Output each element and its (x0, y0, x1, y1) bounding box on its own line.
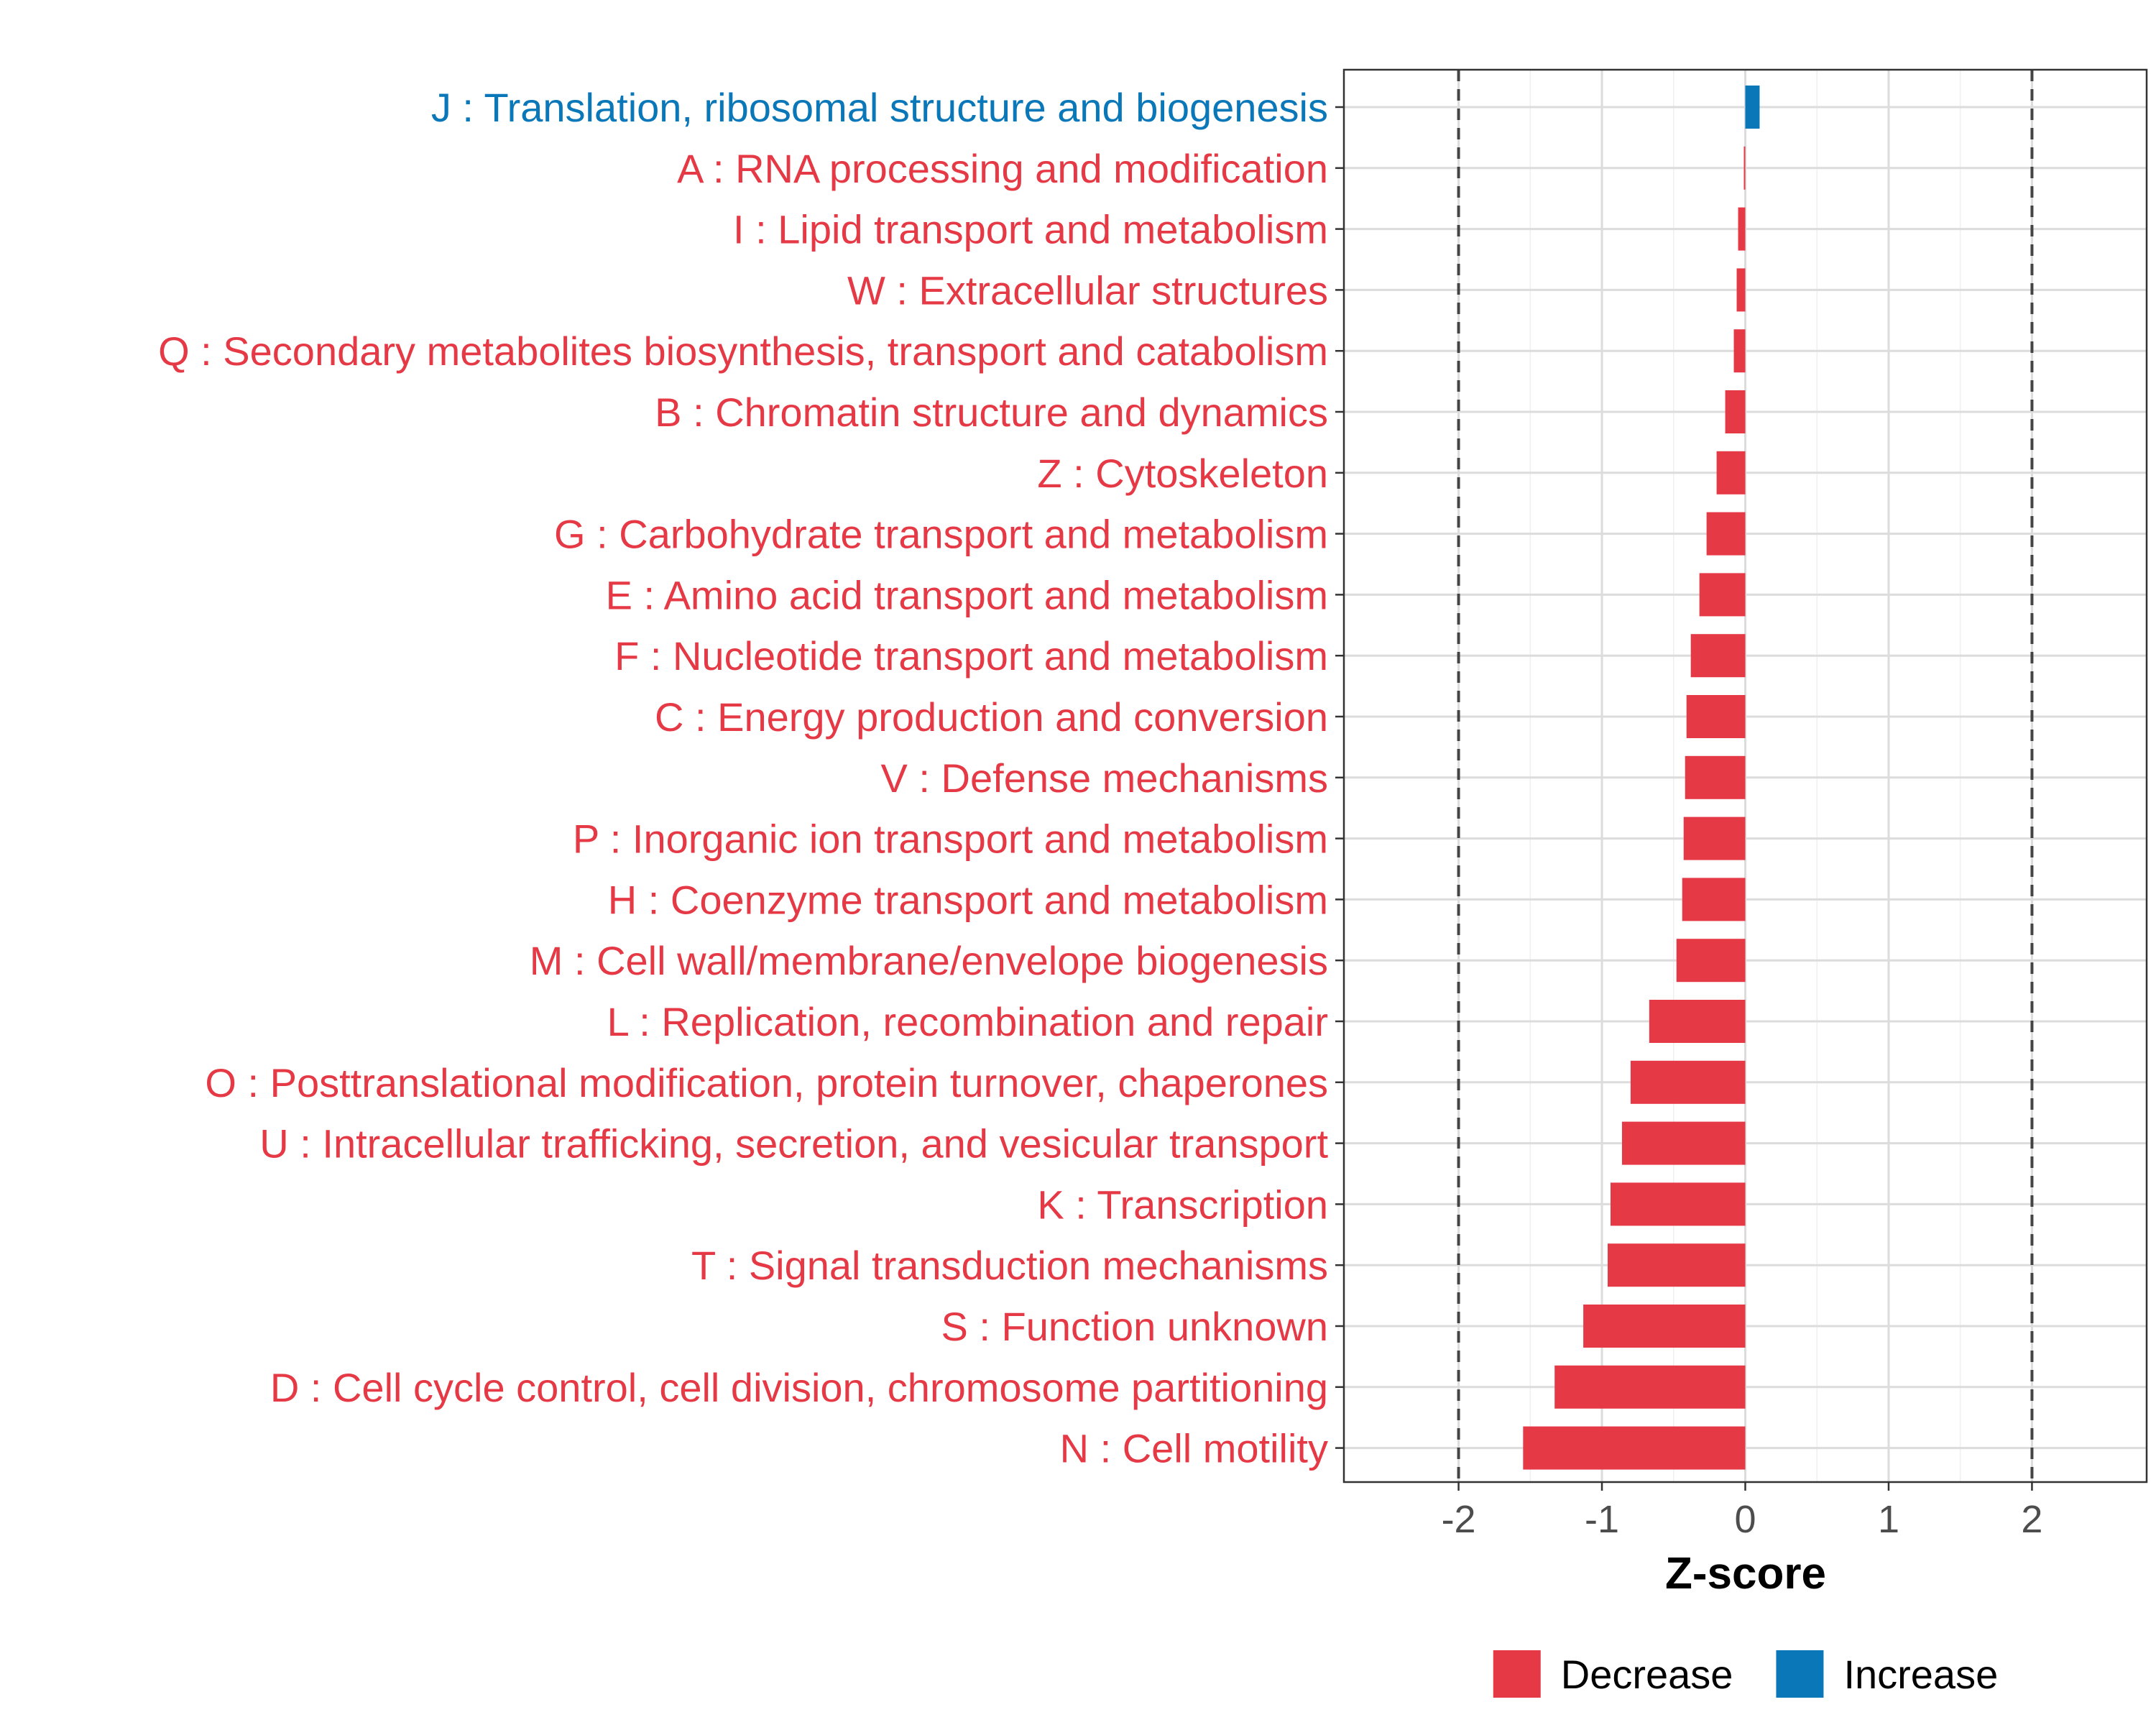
legend-label: Increase (1843, 1652, 1998, 1697)
bar (1725, 390, 1746, 433)
category-label: F : Nucleotide transport and metabolism (614, 633, 1328, 678)
x-tick-label: -1 (1585, 1498, 1619, 1541)
bar (1686, 695, 1746, 738)
bar (1554, 1365, 1746, 1409)
legend: Decrease Increase (1493, 1650, 1998, 1698)
x-axis-title: Z-score (1665, 1549, 1826, 1598)
x-tick-label: 1 (1878, 1498, 1899, 1541)
category-label: L : Replication, recombination and repai… (607, 999, 1328, 1044)
category-label: T : Signal transduction mechanisms (691, 1243, 1328, 1288)
bar (1676, 939, 1746, 983)
category-label: A : RNA processing and modification (677, 146, 1328, 191)
bar (1621, 1121, 1746, 1165)
bar (1738, 207, 1746, 251)
category-label: G : Carbohydrate transport and metabolis… (554, 512, 1328, 557)
reference-lines (1457, 70, 2034, 1482)
category-label: B : Chromatin structure and dynamics (655, 390, 1328, 435)
category-label: E : Amino acid transport and metabolism (606, 572, 1328, 617)
bar (1685, 755, 1746, 799)
bar (1608, 1243, 1746, 1287)
category-label: W : Extracellular structures (847, 267, 1328, 313)
y-axis-ticks (1335, 106, 1344, 1449)
bar (1743, 146, 1746, 190)
bars (1523, 86, 1760, 1470)
legend-swatch (1493, 1650, 1541, 1698)
bar (1583, 1305, 1746, 1348)
category-label: U : Intracellular trafficking, secretion… (259, 1121, 1328, 1167)
category-label: I : Lipid transport and metabolism (733, 207, 1328, 252)
category-label: V : Defense mechanisms (881, 755, 1328, 801)
category-label: N : Cell motility (1060, 1426, 1328, 1471)
category-label: O : Posttranslational modification, prot… (205, 1060, 1328, 1105)
category-label: K : Transcription (1037, 1182, 1328, 1227)
category-label: P : Inorganic ion transport and metaboli… (573, 816, 1328, 862)
category-label: Z : Cytoskeleton (1037, 451, 1328, 496)
bar (1733, 329, 1746, 373)
legend-label: Decrease (1561, 1652, 1733, 1697)
category-label: M : Cell wall/membrane/envelope biogenes… (530, 938, 1328, 983)
bar (1736, 268, 1746, 312)
bar (1682, 878, 1746, 921)
bar (1716, 451, 1746, 494)
bar (1683, 816, 1746, 860)
x-tick-label: 2 (2021, 1498, 2042, 1541)
x-tick-label: -2 (1442, 1498, 1476, 1541)
bar (1745, 86, 1760, 129)
x-tick-label: 0 (1734, 1498, 1756, 1541)
category-label: H : Coenzyme transport and metabolism (608, 877, 1328, 922)
bar (1690, 634, 1746, 678)
x-axis-ticks: -2 -1 0 1 2 (1442, 1482, 2042, 1541)
category-label: S : Function unknown (941, 1304, 1328, 1349)
bar (1523, 1426, 1746, 1470)
bar (1630, 1060, 1746, 1104)
bar (1699, 573, 1746, 617)
category-label: C : Energy production and conversion (655, 694, 1328, 740)
bar (1611, 1182, 1746, 1226)
bar (1706, 512, 1746, 556)
category-label: Q : Secondary metabolites biosynthesis, … (158, 328, 1328, 374)
category-labels: J : Translation, ribosomal structure and… (158, 85, 1328, 1471)
legend-swatch (1776, 1650, 1824, 1698)
bar (1649, 1000, 1746, 1043)
category-label: D : Cell cycle control, cell division, c… (270, 1365, 1328, 1410)
category-label: J : Translation, ribosomal structure and… (431, 85, 1328, 130)
